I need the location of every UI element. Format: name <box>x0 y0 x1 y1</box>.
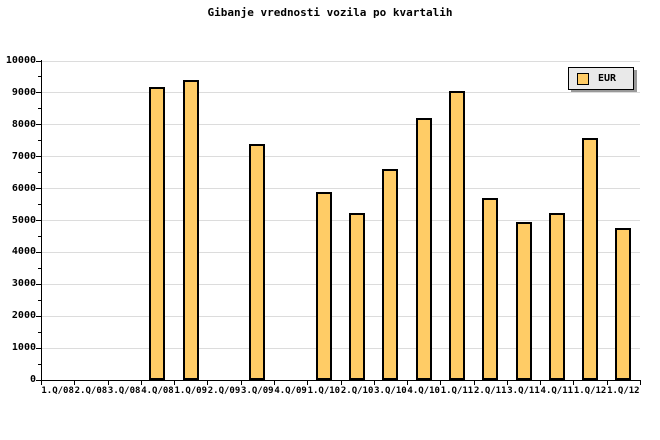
y-major-tick <box>36 315 41 317</box>
y-major-tick <box>36 92 41 94</box>
x-tick <box>140 380 142 385</box>
x-tick-label: 2.Q/08 <box>74 386 108 396</box>
x-tick <box>240 380 242 385</box>
y-major-tick <box>36 60 41 62</box>
bar <box>182 80 199 380</box>
x-tick-label: 4.Q/09 <box>274 386 307 396</box>
y-major-tick <box>36 124 41 126</box>
y-tick-label: 0 <box>29 374 36 385</box>
x-tick-label: 1.Q/12 <box>607 386 640 396</box>
y-major-tick <box>36 347 41 349</box>
x-tick-label: 2.Q/10 <box>340 386 374 396</box>
x-tick-label: 1.Q/12 <box>573 386 607 396</box>
x-tick-label: 3.Q/11 <box>507 386 540 396</box>
y-tick-label: 6000 <box>11 182 36 194</box>
x-tick <box>107 380 109 385</box>
y-tick-label: 5000 <box>11 214 36 226</box>
x-tick <box>340 380 342 385</box>
bar <box>482 198 499 380</box>
y-major-tick <box>36 283 41 285</box>
x-tick-label: 4.Q/10 <box>407 386 440 396</box>
gridline <box>41 283 640 285</box>
x-tick <box>606 380 608 385</box>
x-tick <box>540 380 542 385</box>
legend-series-label: EUR <box>598 72 617 84</box>
x-tick <box>74 380 76 385</box>
x-tick-label: 2.Q/11 <box>473 386 507 396</box>
x-tick <box>207 380 209 385</box>
y-minor-tick <box>38 235 41 237</box>
x-tick-label: 2.Q/09 <box>207 386 241 396</box>
y-tick-label: 2000 <box>11 310 36 322</box>
y-tick-label: 3000 <box>11 278 36 290</box>
y-axis-line <box>41 60 42 381</box>
bar <box>548 212 565 380</box>
y-major-tick <box>36 379 41 381</box>
bar <box>515 222 532 380</box>
x-tick <box>373 380 375 385</box>
y-tick-label: 7000 <box>11 150 36 162</box>
y-major-tick <box>36 156 41 158</box>
x-tick-label: 1.Q/09 <box>174 386 207 396</box>
bar <box>382 169 399 380</box>
x-tick-label: 3.Q/08 <box>107 386 141 396</box>
x-tick <box>41 380 42 385</box>
bar <box>582 137 599 380</box>
x-tick <box>440 380 442 385</box>
legend-color-swatch <box>577 72 589 85</box>
bar <box>349 212 366 380</box>
bar <box>615 228 632 380</box>
x-tick-label: 4.Q/11 <box>540 386 574 396</box>
x-tick-label: 1.Q/08 <box>41 386 74 396</box>
y-tick-label: 10000 <box>5 55 36 66</box>
y-minor-tick <box>38 363 41 365</box>
y-tick-label: 4000 <box>11 246 36 258</box>
x-tick <box>573 380 575 385</box>
x-tick-label: 4.Q/08 <box>141 386 174 396</box>
y-minor-tick <box>38 172 41 174</box>
chart-title: Gibanje vrednosti vozila po kvartalih <box>207 6 453 19</box>
y-minor-tick <box>38 76 41 78</box>
y-minor-tick <box>38 267 41 269</box>
gridline <box>41 124 640 126</box>
x-tick <box>307 380 309 385</box>
x-tick-label: 3.Q/10 <box>374 386 407 396</box>
x-tick <box>473 380 475 385</box>
gridline <box>41 347 640 349</box>
x-tick-label: 1.Q/10 <box>307 386 341 396</box>
bar <box>315 191 332 380</box>
y-tick-label: 9000 <box>11 86 36 98</box>
gridline <box>41 220 640 221</box>
x-tick-label: 1.Q/11 <box>440 386 474 396</box>
y-major-tick <box>36 188 41 190</box>
bar <box>448 91 465 380</box>
y-tick-label: 8000 <box>11 118 36 130</box>
y-tick-label: 1000 <box>11 342 36 354</box>
x-tick <box>506 380 508 385</box>
y-minor-tick <box>38 204 41 206</box>
x-tick <box>640 380 641 385</box>
bar <box>415 118 432 380</box>
y-minor-tick <box>38 108 41 110</box>
x-tick <box>273 380 275 385</box>
x-tick <box>407 380 409 385</box>
gridline <box>41 60 640 62</box>
gridline <box>41 315 640 317</box>
x-tick <box>174 380 176 385</box>
gridline <box>41 188 640 190</box>
legend-box: EUR <box>568 67 634 90</box>
y-minor-tick <box>38 140 41 142</box>
bar <box>149 86 166 380</box>
y-minor-tick <box>38 299 41 301</box>
x-tick-label: 3.Q/09 <box>241 386 274 396</box>
y-minor-tick <box>38 331 41 333</box>
y-major-tick <box>36 220 41 221</box>
y-major-tick <box>36 251 41 253</box>
gridline <box>41 251 640 253</box>
gridline <box>41 156 640 158</box>
gridline <box>41 92 640 94</box>
bar <box>249 143 266 380</box>
